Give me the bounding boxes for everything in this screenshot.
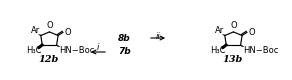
Text: HN−Boc: HN−Boc — [59, 46, 94, 55]
Text: Ar: Ar — [215, 26, 224, 35]
Text: O: O — [230, 21, 237, 30]
Text: H₃C: H₃C — [210, 46, 225, 55]
Text: HN−Boc: HN−Boc — [243, 46, 278, 55]
Text: ii: ii — [156, 32, 160, 41]
Text: Ar: Ar — [31, 26, 40, 35]
Text: 7b: 7b — [118, 48, 131, 56]
Text: 13b: 13b — [223, 55, 243, 64]
Text: H₃C: H₃C — [26, 46, 41, 55]
Text: O: O — [248, 28, 255, 37]
Text: i: i — [97, 43, 99, 52]
Text: 12b: 12b — [39, 55, 59, 64]
Text: O: O — [46, 21, 53, 30]
Text: O: O — [65, 28, 71, 37]
Text: 8b: 8b — [118, 34, 131, 42]
